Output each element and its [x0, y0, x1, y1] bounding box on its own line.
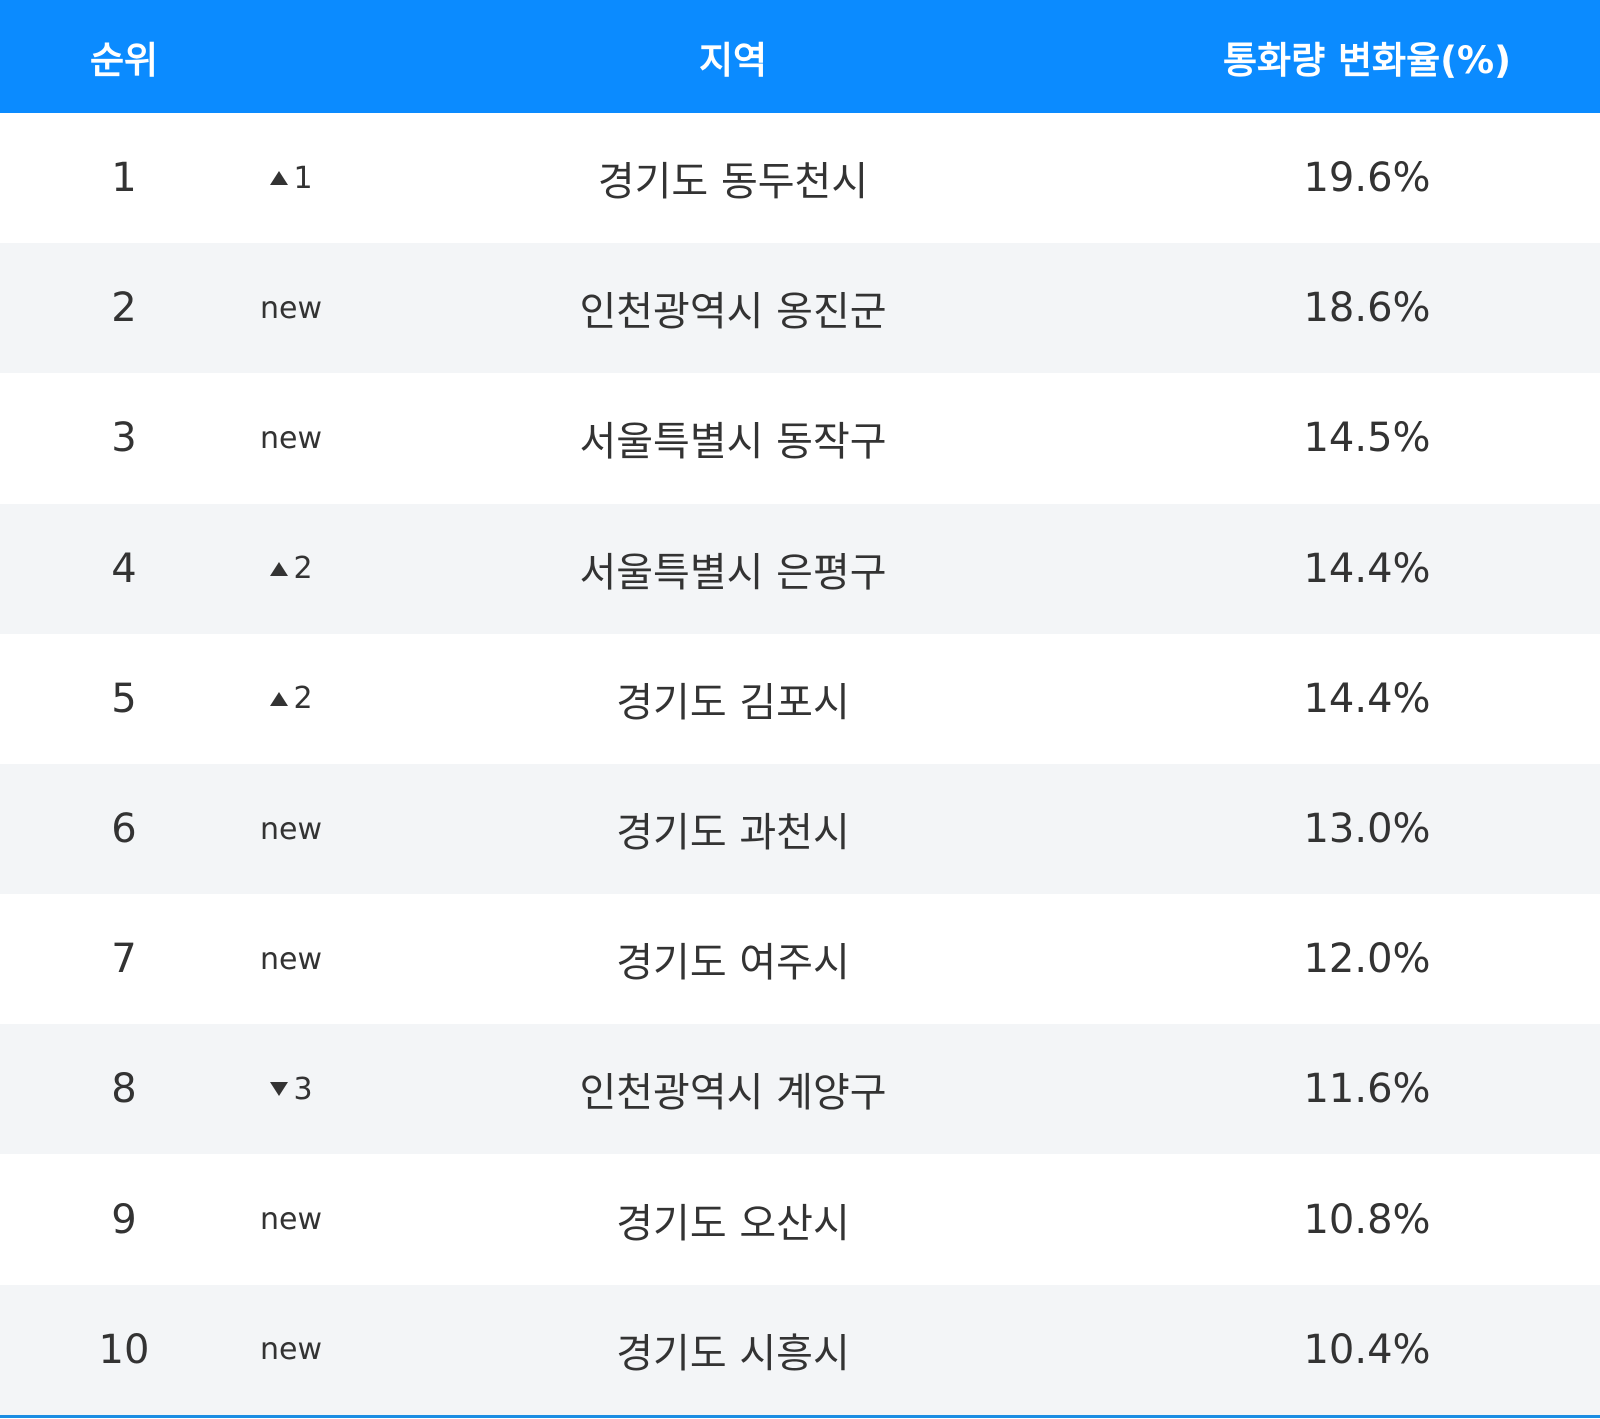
- table-row: 8 3 인천광역시 계양구 11.6%: [0, 1024, 1600, 1155]
- rate: 19.6%: [1303, 155, 1431, 201]
- rate: 11.6%: [1303, 1066, 1431, 1113]
- rank-change-label: new: [259, 941, 322, 977]
- table-header: 순위 지역 통화량 변화율(%): [0, 0, 1600, 113]
- rank-change: new: [231, 764, 351, 894]
- region: 경기도 오산시: [616, 1200, 850, 1247]
- rank-change-label: new: [259, 811, 322, 847]
- rank-change-label: 2: [293, 551, 313, 587]
- rank-change: 3: [231, 1024, 351, 1154]
- table-row: 2 new 인천광역시 옹진군 18.6%: [0, 243, 1600, 374]
- rank-change: 1: [231, 113, 351, 243]
- region: 경기도 동두천시: [597, 159, 869, 205]
- region: 인천광역시 옹진군: [579, 289, 887, 336]
- header-cell: 지역: [698, 38, 768, 82]
- rank-change-label: 3: [293, 1071, 313, 1107]
- region: 경기도 시흥시: [616, 1330, 850, 1377]
- table-row: 7 new 경기도 여주시 12.0%: [0, 894, 1600, 1024]
- rate: 14.5%: [1303, 415, 1431, 462]
- rank: 6: [111, 806, 137, 852]
- trend-arrow: [270, 1082, 289, 1097]
- region: 경기도 여주시: [616, 940, 850, 987]
- region: 경기도 김포시: [616, 679, 850, 726]
- trend-arrow: [270, 691, 289, 706]
- rank-change-label: new: [259, 1332, 322, 1368]
- table-row: 10 new 경기도 시흥시 10.4%: [0, 1284, 1600, 1415]
- table-row: 9 new 경기도 오산시 10.8%: [0, 1155, 1600, 1285]
- rank: 8: [111, 1066, 137, 1113]
- rank-change-label: new: [259, 420, 322, 456]
- rank-change: new: [231, 894, 351, 1024]
- rank: 1: [111, 155, 137, 201]
- rank-change-label: 1: [293, 160, 313, 196]
- rate: 10.8%: [1303, 1196, 1431, 1243]
- rate: 14.4%: [1303, 545, 1431, 592]
- rank: 4: [111, 545, 137, 592]
- region: 인천광역시 계양구: [579, 1070, 887, 1117]
- rank: 7: [111, 936, 137, 983]
- table-row: 1 1 경기도 동두천시 19.6%: [0, 113, 1600, 243]
- rate: 10.4%: [1303, 1326, 1431, 1373]
- region: 경기도 과천시: [616, 810, 850, 856]
- trend-arrow: [270, 561, 289, 576]
- rank: 10: [98, 1326, 150, 1373]
- rank-change: 2: [231, 504, 351, 634]
- header-cell: 순위: [89, 38, 159, 82]
- rank-change-label: new: [259, 290, 322, 326]
- rate: 18.6%: [1303, 285, 1431, 332]
- header-cell: 통화량 변화율(%): [1222, 38, 1511, 82]
- table-row: 6 new 경기도 과천시 13.0%: [0, 764, 1600, 894]
- rate: 12.0%: [1303, 936, 1431, 983]
- table-row: 3 new 서울특별시 동작구 14.5%: [0, 373, 1600, 503]
- region: 서울특별시 은평구: [579, 549, 887, 596]
- rank-change: new: [231, 243, 351, 373]
- rank-change: new: [231, 1285, 351, 1415]
- bottom-border: [0, 1415, 1600, 1418]
- rank: 9: [111, 1196, 137, 1243]
- rank: 2: [111, 285, 137, 332]
- trend-arrow: [270, 171, 289, 185]
- rate: 14.4%: [1303, 675, 1431, 722]
- table-row: 4 2 서울특별시 은평구 14.4%: [0, 503, 1600, 634]
- rank-change-label: 2: [293, 681, 313, 717]
- rate: 13.0%: [1303, 806, 1431, 852]
- rank-change-label: new: [259, 1202, 322, 1238]
- region: 서울특별시 동작구: [579, 419, 887, 466]
- rank-change: 2: [231, 634, 351, 764]
- rank-change: new: [231, 373, 351, 503]
- rank: 5: [111, 675, 137, 722]
- rank-change: new: [231, 1155, 351, 1285]
- rank: 3: [111, 415, 137, 462]
- table-row: 5 2 경기도 김포시 14.4%: [0, 634, 1600, 764]
